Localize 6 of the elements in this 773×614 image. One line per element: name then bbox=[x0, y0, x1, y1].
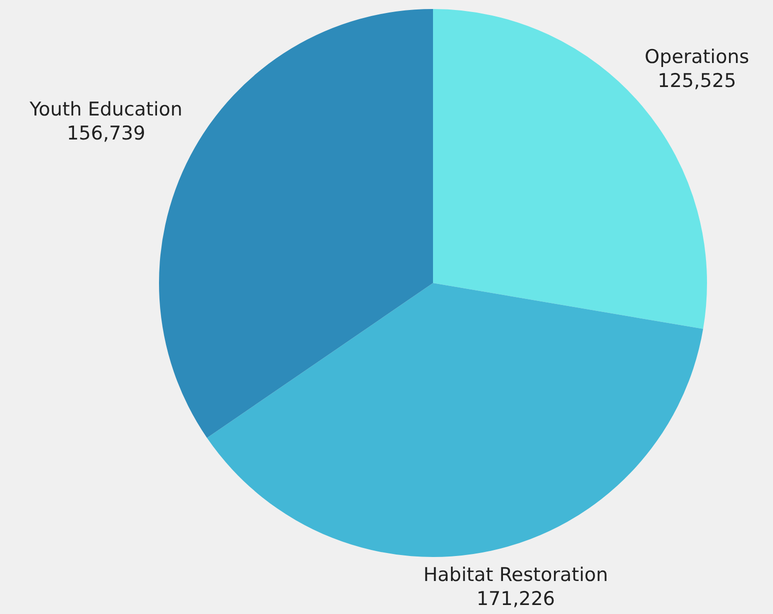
data-label: 171,226 bbox=[476, 588, 556, 610]
slice-label: Habitat Restoration bbox=[423, 564, 608, 586]
slice-label: Operations bbox=[644, 46, 750, 68]
data-label: 125,525 bbox=[658, 70, 736, 92]
data-label: 156,739 bbox=[66, 122, 146, 144]
slice-label: Youth Education bbox=[28, 98, 182, 120]
